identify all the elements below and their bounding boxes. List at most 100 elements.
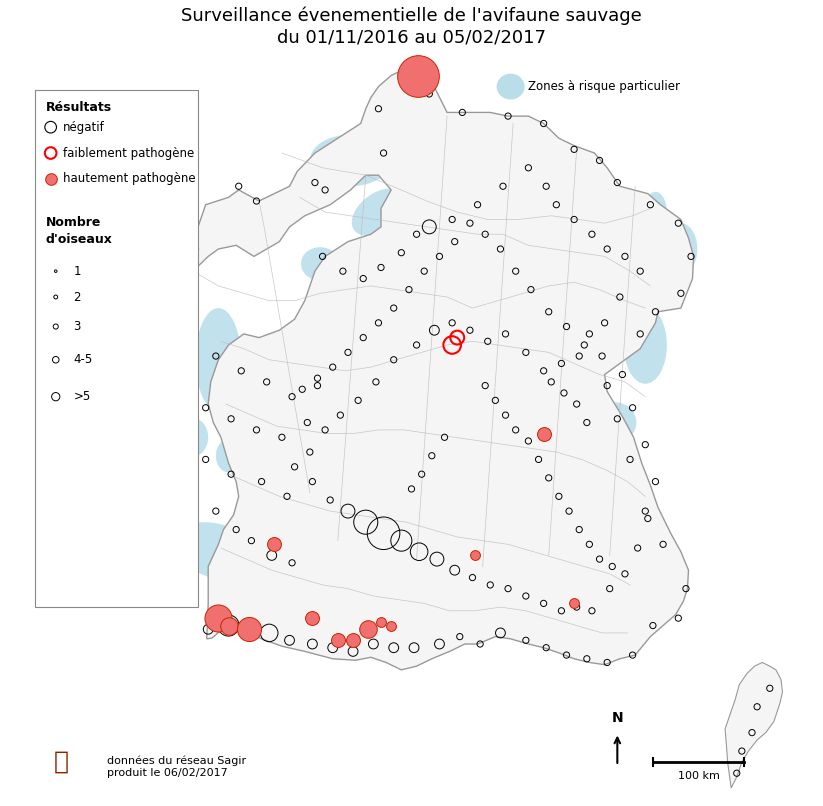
Point [763,682,776,695]
Ellipse shape [532,452,555,489]
Point [199,453,212,466]
Point [49,390,63,403]
Point [113,320,126,333]
Point [471,198,484,211]
Ellipse shape [216,439,241,472]
Point [524,283,537,296]
Point [331,634,344,646]
Text: Résultats: Résultats [45,102,112,114]
Text: 100 km: 100 km [677,771,719,781]
Text: 2: 2 [73,290,81,304]
Point [250,194,263,207]
Point [626,401,639,414]
Point [580,416,593,429]
Point [311,372,324,384]
Text: négatif: négatif [63,121,105,134]
Point [202,623,215,636]
Point [573,350,586,363]
Ellipse shape [593,402,636,442]
Point [540,180,553,193]
Point [580,652,593,665]
Point [562,505,575,517]
Point [377,527,390,540]
Title: Surveillance évenementielle de l'avifaune sauvage
du 01/11/2016 au 05/02/2017: Surveillance évenementielle de l'avifaun… [181,7,642,46]
Point [189,243,202,256]
Point [542,472,556,484]
Point [49,264,63,277]
Point [540,642,553,654]
Point [489,394,502,407]
Point [377,147,390,160]
Point [601,379,614,392]
Ellipse shape [496,73,524,99]
Point [276,431,289,444]
Point [570,397,584,410]
Point [519,346,532,359]
Point [209,505,222,517]
Point [342,346,355,359]
Point [735,745,748,758]
Point [283,634,296,646]
Point [428,324,441,337]
Point [641,512,654,525]
Ellipse shape [664,223,697,275]
Point [494,626,507,639]
Point [384,619,398,632]
Point [679,582,692,595]
Point [479,228,492,241]
Point [242,623,255,636]
Ellipse shape [320,336,351,369]
Point [143,254,156,267]
Text: 4-5: 4-5 [73,353,93,366]
Point [374,616,388,629]
Point [644,198,657,211]
Point [410,65,423,78]
Point [44,147,58,160]
Point [306,612,319,625]
Point [613,290,626,303]
Point [387,301,400,314]
Point [494,243,507,256]
Text: N: N [611,711,623,725]
Point [164,257,177,270]
Point [560,649,573,662]
Point [496,180,509,193]
Point [639,505,652,517]
Point [334,409,347,422]
Point [746,726,759,739]
Point [603,582,616,595]
Point [550,198,563,211]
Point [618,567,631,580]
Point [570,600,584,613]
Point [267,538,281,550]
Point [499,409,512,422]
Point [501,110,514,123]
Point [235,364,248,377]
Point [593,154,606,167]
Point [52,298,65,311]
Point [634,327,647,340]
Point [453,630,467,643]
Point [225,413,238,426]
Point [585,604,598,617]
Text: >5: >5 [73,390,91,403]
Point [601,656,614,669]
Point [445,213,458,226]
Point [212,612,225,625]
Ellipse shape [173,522,263,581]
Point [423,88,436,101]
Point [537,597,551,610]
Text: hautement pathogène: hautement pathogène [63,172,196,185]
Point [445,339,458,351]
Point [634,264,647,277]
Ellipse shape [424,222,491,276]
Point [456,106,469,118]
Polygon shape [725,663,783,788]
Point [631,542,644,555]
Point [370,376,383,388]
Point [410,339,423,351]
Point [250,423,263,436]
Point [281,490,294,503]
Point [326,642,339,654]
Point [49,353,63,366]
